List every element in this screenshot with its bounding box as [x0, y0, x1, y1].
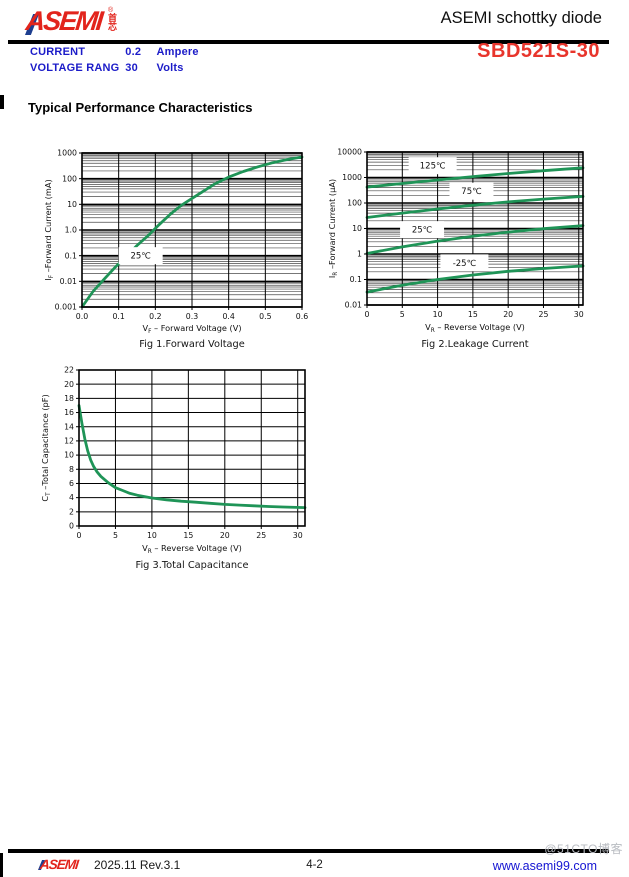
footer-divider	[8, 849, 609, 853]
svg-text:0.6: 0.6	[296, 312, 308, 321]
svg-text:25℃: 25℃	[412, 226, 433, 236]
spec-current-label: CURRENT	[30, 46, 86, 58]
fig1-forward-voltage-chart: 25℃ 0.0 0.1 0.2 0.3 0.4 0.5 0.6 0.001 0.01 0.1 1.0 1…	[43, 149, 308, 350]
svg-text:15: 15	[468, 310, 478, 319]
registered-mark: ®	[107, 7, 114, 14]
fig3-total-capacitance-chart: 0 5 10 15 20 25 30 0 2 4 6 8 10 12 14 16 18 20 22 VR​ – Rev…	[40, 366, 307, 571]
svg-text:22: 22	[64, 366, 74, 375]
svg-text:10: 10	[433, 310, 443, 319]
scan-artifact-bottom	[0, 853, 3, 877]
figure-caption: Fig 3.Total Capacitance	[136, 560, 249, 571]
svg-text:-25℃: -25℃	[453, 259, 477, 269]
svg-text:1000: 1000	[57, 149, 77, 158]
x-axis-title: VF​ – Forward Voltage (V)	[142, 323, 241, 335]
footer-asemi-logo: ASEMI	[38, 856, 79, 877]
svg-text:30: 30	[293, 531, 303, 540]
svg-text:1.0: 1.0	[65, 226, 77, 235]
y-axis-title: IF​ –Forward Current (mA)	[43, 179, 55, 280]
svg-text:10000: 10000	[337, 148, 362, 157]
svg-text:125℃: 125℃	[420, 162, 446, 172]
svg-text:0.0: 0.0	[76, 312, 88, 321]
svg-text:1: 1	[357, 250, 362, 259]
svg-text:4: 4	[69, 493, 74, 502]
svg-text:16: 16	[64, 408, 74, 417]
website-link[interactable]: www.asemi99.com	[492, 859, 597, 873]
svg-text:0.1: 0.1	[350, 275, 362, 284]
svg-text:25: 25	[539, 310, 549, 319]
svg-text:14: 14	[64, 422, 74, 431]
spec-current-value: 0.2	[125, 46, 142, 58]
part-number: SBD521S-30	[477, 40, 600, 62]
logo-cjk-text: 首芯	[107, 13, 117, 32]
svg-text:2: 2	[69, 507, 74, 516]
svg-text:0.001: 0.001	[55, 303, 77, 312]
logo-text: ASEMI	[24, 6, 104, 36]
svg-text:5: 5	[400, 310, 405, 319]
svg-text:5: 5	[113, 531, 118, 540]
asemi-logo: ASEMI ® 首芯	[24, 6, 118, 40]
svg-text:10: 10	[147, 531, 157, 540]
header-divider	[8, 40, 609, 44]
svg-text:25℃: 25℃	[130, 252, 151, 262]
scan-artifact-top	[0, 95, 4, 109]
svg-text:20: 20	[220, 531, 230, 540]
watermark-text: @51CTO博客	[544, 842, 623, 856]
svg-text:10: 10	[352, 224, 362, 233]
svg-text:0.1: 0.1	[112, 312, 124, 321]
figure-caption: Fig 2.Leakage Current	[421, 339, 528, 350]
svg-text:8: 8	[69, 465, 74, 474]
svg-text:0.1: 0.1	[65, 251, 77, 260]
svg-text:0.01: 0.01	[345, 301, 362, 310]
svg-text:25: 25	[256, 531, 266, 540]
spec-voltage-unit: Volts	[156, 62, 184, 74]
x-axis-title: VR​ – Reverse Voltage (V)	[142, 543, 242, 555]
footer-logo-triangle-icon	[38, 860, 45, 870]
section-title: Typical Performance Characteristics	[28, 100, 253, 115]
svg-text:100: 100	[347, 199, 362, 208]
svg-text:10: 10	[67, 200, 77, 209]
svg-text:0: 0	[365, 310, 370, 319]
svg-text:12: 12	[64, 437, 74, 446]
spec-voltage-label: VOLTAGE RANG	[30, 62, 120, 74]
spec-voltage-value: 30	[125, 62, 138, 74]
svg-text:20: 20	[64, 380, 74, 389]
svg-text:0.3: 0.3	[186, 312, 198, 321]
svg-text:15: 15	[183, 531, 193, 540]
svg-text:0.4: 0.4	[222, 312, 234, 321]
page-number: 4-2	[306, 859, 323, 871]
spec-voltage: VOLTAGE RANG 30 Volts	[30, 62, 184, 74]
svg-text:1000: 1000	[342, 173, 362, 182]
svg-text:0: 0	[77, 531, 82, 540]
y-axis-title: IR​ –Forward Current (μA)	[327, 179, 339, 278]
svg-text:20: 20	[503, 310, 513, 319]
y-axis-title: CT​ –Total Capacitance (pF)	[40, 394, 52, 501]
fig2-leakage-current-chart: 125℃ 75℃ 25℃ -25℃ 0 5 10 15 20 25 30 0.01 0.1 1 10 100 1…	[327, 148, 585, 350]
svg-text:0.5: 0.5	[259, 312, 271, 321]
svg-text:0.01: 0.01	[60, 277, 77, 286]
document-title: ASEMI schottky diode	[440, 9, 602, 27]
svg-text:75℃: 75℃	[461, 187, 482, 197]
x-axis-title: VR​ – Reverse Voltage (V)	[425, 322, 525, 334]
svg-text:10: 10	[64, 451, 74, 460]
revision-text: 2025.11 Rev.3.1	[94, 858, 181, 872]
svg-text:18: 18	[64, 394, 74, 403]
svg-text:30: 30	[574, 310, 584, 319]
svg-text:0: 0	[69, 522, 74, 531]
svg-text:100: 100	[62, 174, 77, 183]
svg-text:6: 6	[69, 479, 74, 488]
svg-text:0.2: 0.2	[149, 312, 161, 321]
spec-current-unit: Ampere	[156, 46, 199, 58]
figure-caption: Fig 1.Forward Voltage	[139, 339, 245, 350]
spec-current: CURRENT 0.2 Ampere	[30, 46, 199, 58]
